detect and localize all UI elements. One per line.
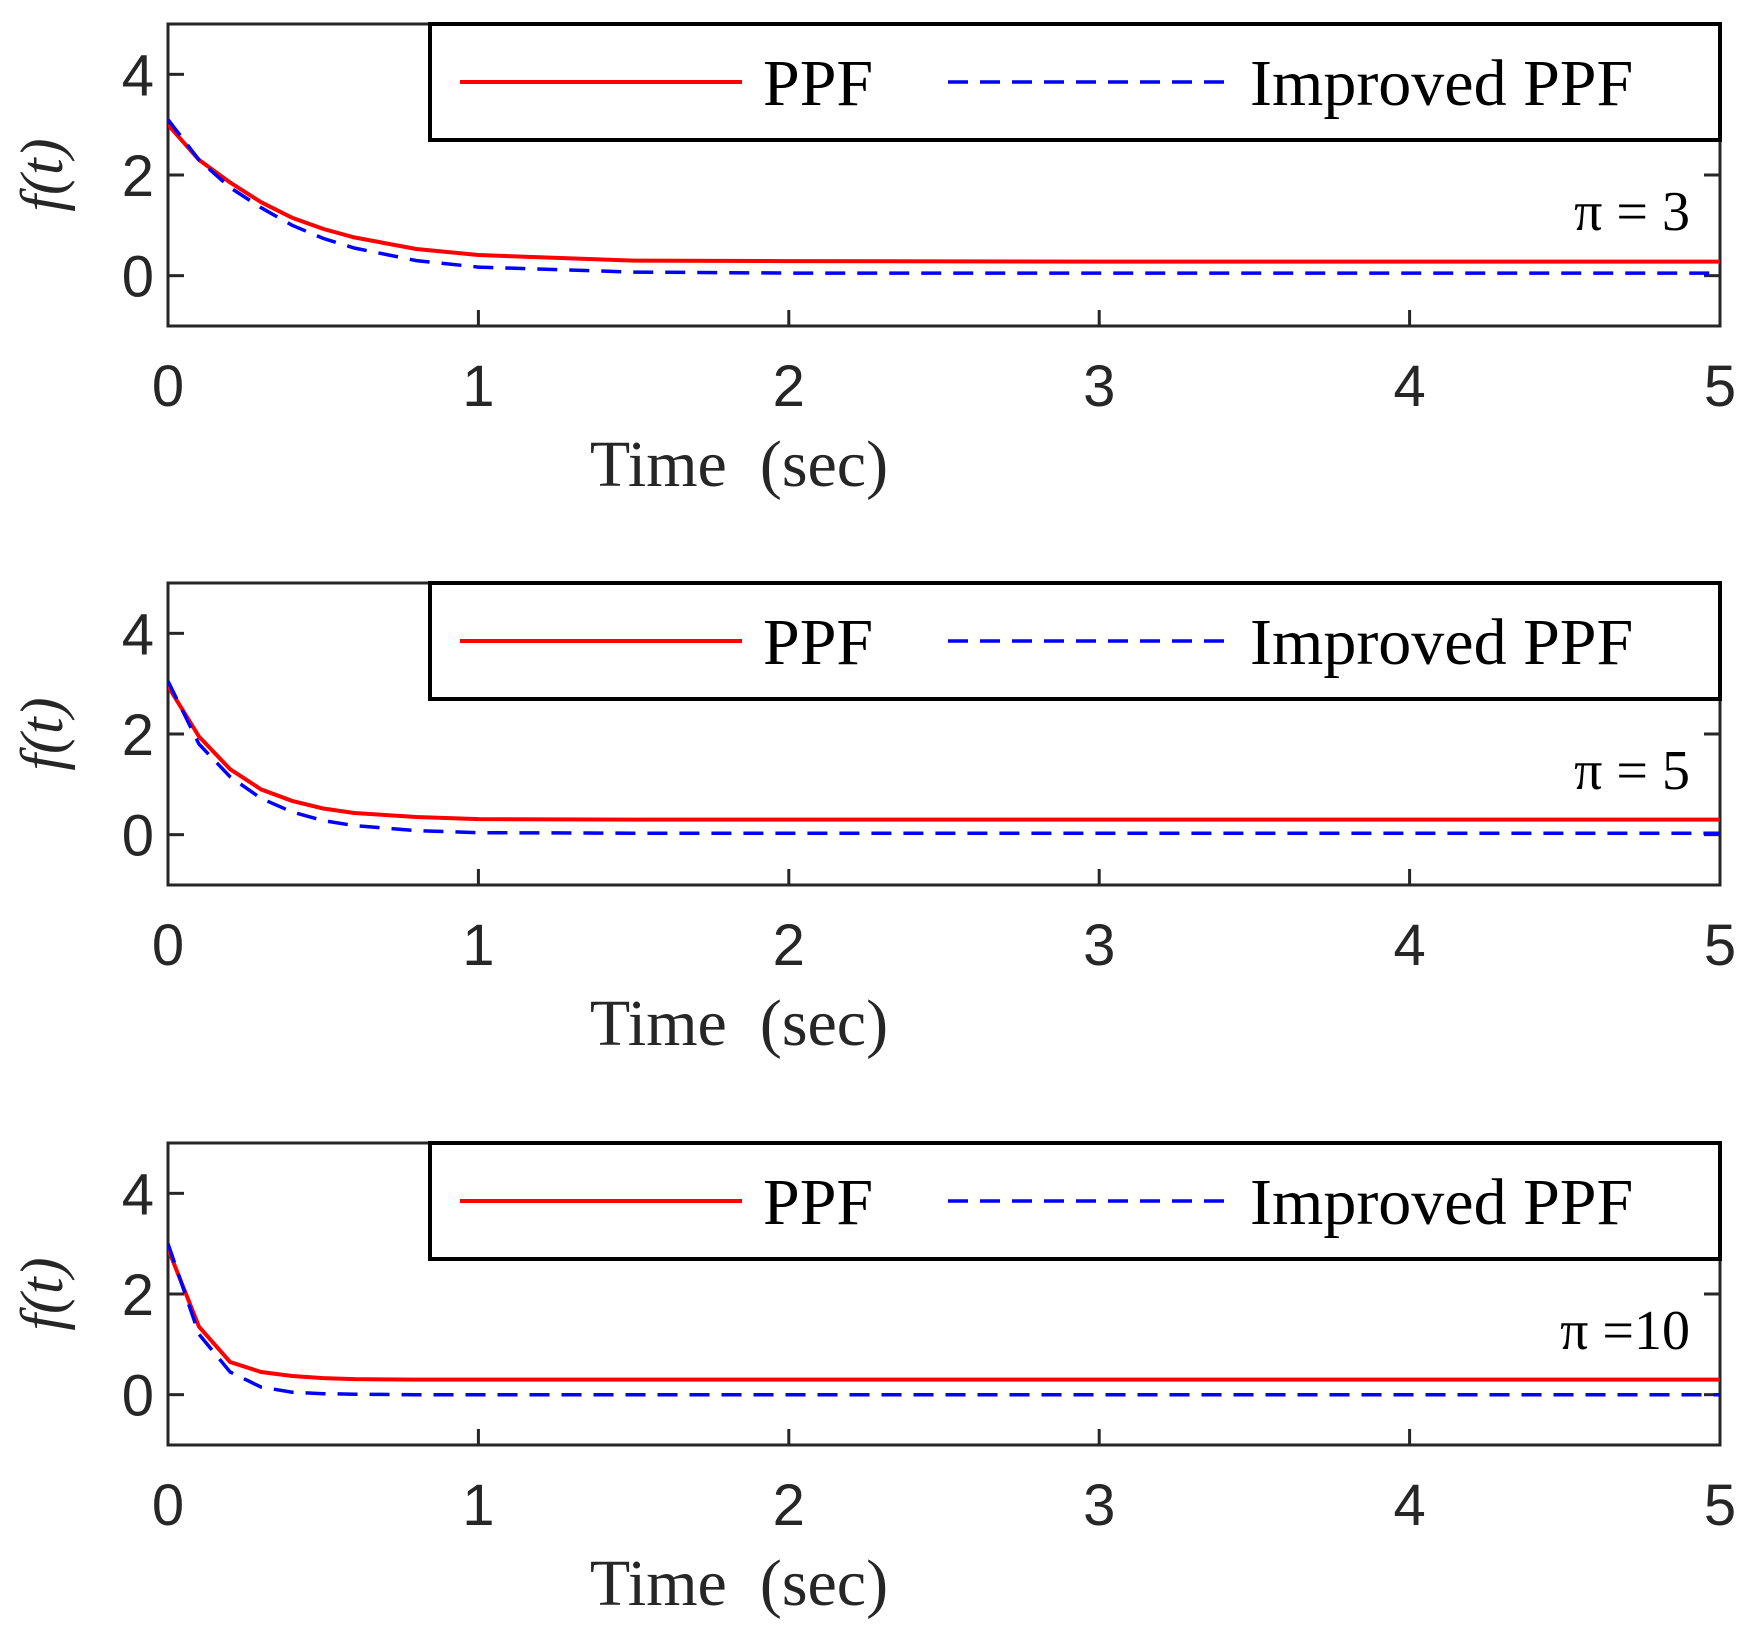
x-tick-label: 0 bbox=[152, 1473, 184, 1538]
x-tick-label: 5 bbox=[1704, 354, 1736, 419]
y-tick-label: 4 bbox=[122, 1162, 154, 1227]
x-tick-label: 2 bbox=[773, 913, 805, 978]
legend: PPF Improved PPF bbox=[428, 1141, 1722, 1261]
series-line-improved-ppf bbox=[168, 118, 1720, 275]
x-tick-label: 0 bbox=[152, 913, 184, 978]
series-line-improved-ppf bbox=[168, 680, 1720, 835]
x-tick-label: 3 bbox=[1083, 1473, 1115, 1538]
series-line-improved-ppf bbox=[168, 1243, 1720, 1397]
x-axis-label: Time (sec) bbox=[590, 1547, 888, 1620]
x-tick-label: 1 bbox=[462, 913, 494, 978]
chart-panel-2: 0 1 2 3 4 5 0 2 4 Time (sec) f(t) PPF Improved PPF π … bbox=[9, 581, 1736, 1060]
x-tick-label: 5 bbox=[1704, 1473, 1736, 1538]
x-tick-label: 4 bbox=[1393, 1473, 1425, 1538]
legend: PPF Improved PPF bbox=[428, 22, 1722, 142]
chart-panel-1: 0 1 2 3 4 5 0 2 4 Time (sec) f(t) PPF Improved PPF π … bbox=[9, 22, 1736, 501]
legend-label-improved-ppf: Improved PPF bbox=[1250, 47, 1633, 120]
x-tick-label: 1 bbox=[462, 354, 494, 419]
x-tick-label: 3 bbox=[1083, 354, 1115, 419]
x-tick-label: 2 bbox=[773, 354, 805, 419]
y-axis-label: f(t) bbox=[9, 138, 75, 211]
legend: PPF Improved PPF bbox=[428, 581, 1722, 701]
series-line-ppf bbox=[168, 123, 1720, 264]
x-tick-label: 4 bbox=[1393, 354, 1425, 419]
y-tick-label: 4 bbox=[122, 43, 154, 108]
y-tick-label: 0 bbox=[122, 245, 154, 310]
y-tick-label: 0 bbox=[122, 804, 154, 869]
y-axis-label: f(t) bbox=[9, 697, 75, 770]
x-tick-label: 5 bbox=[1704, 913, 1736, 978]
y-tick-label: 4 bbox=[122, 602, 154, 667]
x-tick-label: 1 bbox=[462, 1473, 494, 1538]
x-axis-label: Time (sec) bbox=[590, 428, 888, 501]
series-line-ppf bbox=[168, 1247, 1720, 1382]
x-tick-label: 3 bbox=[1083, 913, 1115, 978]
chart-panel-3: 0 1 2 3 4 5 0 2 4 Time (sec) f(t) PPF Improved PPF π … bbox=[9, 1141, 1736, 1620]
legend-label-improved-ppf: Improved PPF bbox=[1250, 1166, 1633, 1239]
legend-label-ppf: PPF bbox=[763, 47, 873, 120]
y-tick-label: 2 bbox=[122, 703, 154, 768]
x-tick-label: 2 bbox=[773, 1473, 805, 1538]
y-tick-label: 2 bbox=[122, 144, 154, 209]
y-tick-label: 2 bbox=[122, 1263, 154, 1328]
legend-label-improved-ppf: Improved PPF bbox=[1250, 606, 1633, 679]
series-line-ppf bbox=[168, 685, 1720, 822]
x-axis-label: Time (sec) bbox=[590, 987, 888, 1060]
x-tick-label: 0 bbox=[152, 354, 184, 419]
pi-annotation: π = 5 bbox=[1574, 740, 1690, 802]
y-tick-label: 0 bbox=[122, 1364, 154, 1429]
pi-annotation: π = 3 bbox=[1574, 181, 1690, 243]
x-tick-label: 4 bbox=[1393, 913, 1425, 978]
y-axis-label: f(t) bbox=[9, 1257, 75, 1330]
legend-label-ppf: PPF bbox=[763, 1166, 873, 1239]
legend-label-ppf: PPF bbox=[763, 606, 873, 679]
pi-annotation: π =10 bbox=[1560, 1300, 1690, 1362]
